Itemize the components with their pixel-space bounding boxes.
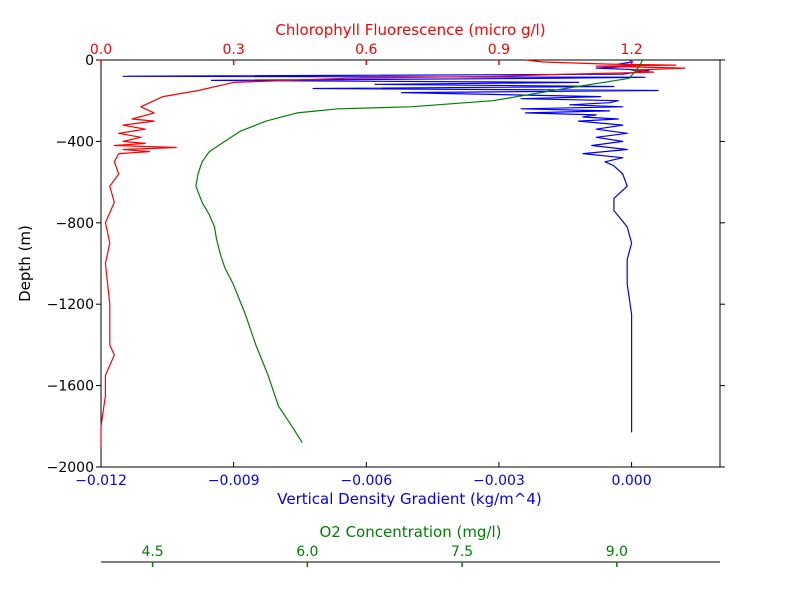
depth-tick-label: −1200 bbox=[47, 297, 94, 313]
o2-tick-label: 4.5 bbox=[141, 544, 163, 560]
o2-axis-label: O2 Concentration (mg/l) bbox=[319, 523, 501, 541]
chlorophyll-tick-label: 0.9 bbox=[488, 42, 510, 58]
depth-tick-label: −2000 bbox=[47, 460, 94, 476]
depth-axis-label: Depth (m) bbox=[16, 225, 34, 302]
chlorophyll-tick-label: 0.0 bbox=[90, 42, 112, 58]
depth-tick-label: −400 bbox=[56, 134, 94, 150]
o2-tick-label: 6.0 bbox=[296, 544, 318, 560]
depth-tick-label: −1600 bbox=[47, 379, 94, 395]
series-line-chlorophyll bbox=[100, 59, 686, 447]
series-group bbox=[100, 59, 686, 447]
axes-group: 0 −400 −800 −1200 −1600 −2000 Depth (m) −0.012 −… bbox=[16, 21, 725, 567]
chlorophyll-tick-label: 0.6 bbox=[355, 42, 377, 58]
o2-tick-label: 9.0 bbox=[606, 544, 628, 560]
series-line-density bbox=[122, 59, 659, 433]
density-tick-label: −0.009 bbox=[208, 473, 260, 489]
plot-area bbox=[100, 59, 721, 468]
chlorophyll-axis-label: Chlorophyll Fluorescence (micro g/l) bbox=[275, 21, 545, 39]
density-tick-label: −0.012 bbox=[75, 473, 127, 489]
o2-tick-label: 7.5 bbox=[451, 544, 473, 560]
depth-tick-label: 0 bbox=[85, 53, 94, 69]
series-line-o2 bbox=[195, 59, 644, 443]
density-axis-label: Vertical Density Gradient (kg/m^4) bbox=[277, 490, 541, 508]
density-tick-label: 0.000 bbox=[612, 473, 652, 489]
chlorophyll-tick-label: 1.2 bbox=[620, 42, 642, 58]
chlorophyll-tick-label: 0.3 bbox=[223, 42, 245, 58]
depth-tick-label: −800 bbox=[56, 216, 94, 232]
density-tick-label: −0.003 bbox=[473, 473, 525, 489]
density-tick-label: −0.006 bbox=[340, 473, 392, 489]
